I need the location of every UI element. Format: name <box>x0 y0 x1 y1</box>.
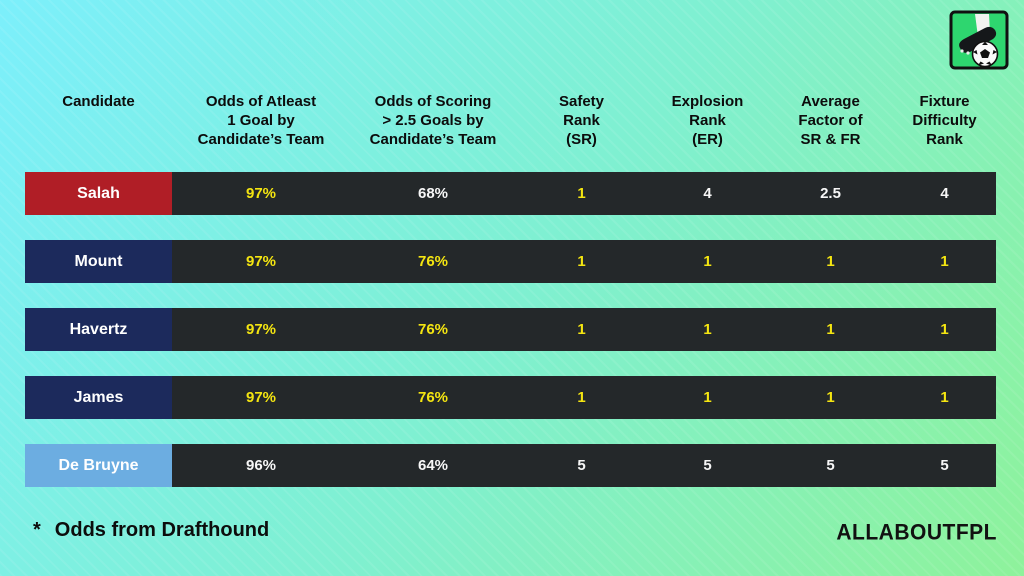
explosion-rank-value: 1 <box>647 376 768 419</box>
fixture-difficulty-value: 1 <box>893 376 996 419</box>
safety-rank-value: 1 <box>516 308 647 351</box>
odds-1-goal-value: 97% <box>172 308 350 351</box>
average-factor-value: 5 <box>768 444 893 487</box>
table-row-havertz: Havertz 97% 76% 1 1 1 1 <box>25 308 996 351</box>
candidate-name-cell: Mount <box>25 240 172 283</box>
column-header-odds-1-goal: Odds of Atleast 1 Goal by Candidate’s Te… <box>197 93 325 148</box>
column-header-odds-2-5-goals: Odds of Scoring > 2.5 Goals by Candidate… <box>369 93 497 148</box>
average-factor-value: 1 <box>768 308 893 351</box>
odds-table: Candidate Odds of Atleast 1 Goal by Cand… <box>25 90 996 512</box>
odds-1-goal-value: 97% <box>172 376 350 419</box>
table-row-salah: Salah 97% 68% 1 4 2.5 4 <box>25 172 996 215</box>
candidate-name-cell: De Bruyne <box>25 444 172 487</box>
asterisk-mark: * <box>33 519 41 541</box>
explosion-rank-value: 1 <box>647 308 768 351</box>
odds-2-5-goals-value: 76% <box>350 240 516 283</box>
football-icon <box>971 40 999 68</box>
explosion-rank-value: 1 <box>647 240 768 283</box>
odds-2-5-goals-value: 76% <box>350 308 516 351</box>
column-header-candidate: Candidate <box>62 93 135 110</box>
column-header-safety-rank: Safety Rank (SR) <box>558 93 605 148</box>
average-factor-value: 2.5 <box>768 172 893 215</box>
table-row-mount: Mount 97% 76% 1 1 1 1 <box>25 240 996 283</box>
safety-rank-value: 1 <box>516 172 647 215</box>
odds-1-goal-value: 96% <box>172 444 350 487</box>
candidate-name-cell: Salah <box>25 172 172 215</box>
footnote-text: Odds from Drafthound <box>54 519 270 541</box>
safety-rank-value: 5 <box>516 444 647 487</box>
table-row-de-bruyne: De Bruyne 96% 64% 5 5 5 5 <box>25 444 996 487</box>
odds-1-goal-value: 97% <box>172 172 350 215</box>
brand-wordmark: ALLABOUTFPL <box>836 520 997 545</box>
safety-rank-value: 1 <box>516 240 647 283</box>
allaboutfpl-boot-ball-logo <box>949 10 1009 70</box>
average-factor-value: 1 <box>768 376 893 419</box>
column-header-fixture-difficulty: Fixture Difficulty Rank <box>912 93 977 148</box>
explosion-rank-value: 4 <box>647 172 768 215</box>
odds-2-5-goals-value: 64% <box>350 444 516 487</box>
fixture-difficulty-value: 1 <box>893 240 996 283</box>
table-row-james: James 97% 76% 1 1 1 1 <box>25 376 996 419</box>
column-header-explosion-rank: Explosion Rank (ER) <box>671 93 744 148</box>
fixture-difficulty-value: 5 <box>893 444 996 487</box>
odds-2-5-goals-value: 68% <box>350 172 516 215</box>
odds-1-goal-value: 97% <box>172 240 350 283</box>
column-header-average-factor: Average Factor of SR & FR <box>798 93 863 148</box>
candidate-name-cell: James <box>25 376 172 419</box>
fixture-difficulty-value: 1 <box>893 308 996 351</box>
safety-rank-value: 1 <box>516 376 647 419</box>
footnote: * Odds from Drafthound <box>33 519 269 542</box>
explosion-rank-value: 5 <box>647 444 768 487</box>
average-factor-value: 1 <box>768 240 893 283</box>
boot-shape <box>959 26 997 53</box>
candidate-name-cell: Havertz <box>25 308 172 351</box>
odds-2-5-goals-value: 76% <box>350 376 516 419</box>
table-header-row: Candidate Odds of Atleast 1 Goal by Cand… <box>25 90 996 172</box>
fixture-difficulty-value: 4 <box>893 172 996 215</box>
